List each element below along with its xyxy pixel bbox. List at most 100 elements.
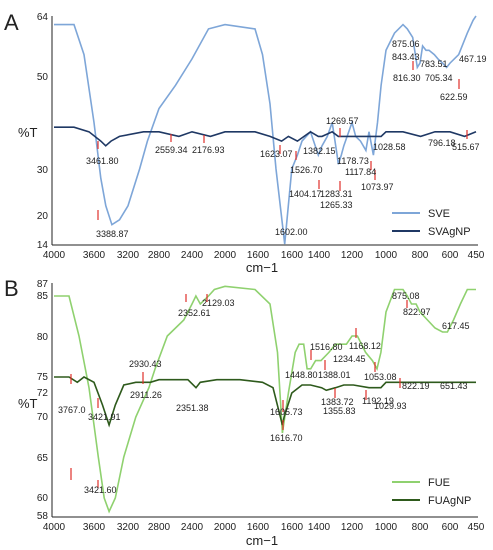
peak-label: 875.08 <box>392 291 420 301</box>
legend-label-svagnp: SVAgNP <box>428 226 471 238</box>
peak-label: 1269.57 <box>326 116 359 126</box>
panel-b-y-tick: 87 <box>37 279 49 290</box>
peak-label: 843.43 <box>392 52 420 62</box>
peak-label: 1526.70 <box>290 165 323 175</box>
panel-b-x-tick: 1600 <box>281 522 304 533</box>
peak-label: 822.19 <box>402 381 430 391</box>
panel-b-x-tick: 1200 <box>341 522 364 533</box>
panel-a-y-tick: 30 <box>37 165 49 176</box>
panel-b-label: B <box>4 276 19 301</box>
panel-b-y-tick: 80 <box>37 332 49 343</box>
panel-b-y-ticks: 87 85 80 75 72 70 65 60 58 <box>37 279 49 522</box>
peak-label: 1168.12 <box>349 341 381 351</box>
panel-a-x-tick: 800 <box>412 250 429 261</box>
peak-label: 1192.19 <box>362 396 394 406</box>
panel-b-legend: FUE FUAgNP <box>392 477 471 507</box>
panel-b-y-tick: 75 <box>37 372 49 383</box>
peak-label: 2559.34 <box>155 145 188 155</box>
peak-label: 1388.01 <box>318 370 351 380</box>
panel-b-x-tick: 2400 <box>181 522 204 533</box>
series-line-fue <box>54 285 476 514</box>
panel-b-x-tick: 1000 <box>375 522 398 533</box>
panel-a-y-tick: 64 <box>37 12 49 23</box>
peak-label: 1283.31 <box>320 189 353 199</box>
panel-b: B 87 85 80 75 72 70 65 60 58 %T 4000 360… <box>4 276 485 548</box>
panel-a-peak-markers <box>97 61 468 220</box>
panel-b-x-tick: 450 <box>468 522 485 533</box>
panel-b-x-tick: 1400 <box>308 522 331 533</box>
panel-a-x-tick: 1600 <box>281 250 304 261</box>
peak-label: 1265.33 <box>320 200 353 210</box>
panel-a-x-tick: 3200 <box>117 250 140 261</box>
series-line-svagnp <box>54 126 477 147</box>
panel-b-x-label: cm−1 <box>246 533 278 548</box>
panel-a-x-label: cm−1 <box>246 260 278 275</box>
panel-b-annotations: 875.08 822.97 617.45 2352.61 2129.03 151… <box>58 291 470 495</box>
peak-label: 1623.07 <box>260 149 293 159</box>
peak-label: 2930.43 <box>129 359 162 369</box>
panel-a-x-tick: 1000 <box>375 250 398 261</box>
panel-a-x-tick: 2000 <box>214 250 237 261</box>
panel-a-legend: SVE SVAgNP <box>392 208 471 238</box>
peak-label: 1053.08 <box>364 372 397 382</box>
panel-a-x-tick: 1200 <box>341 250 364 261</box>
panel-a: A 64 50 30 20 14 %T 4000 3600 3200 2800 … <box>4 10 487 275</box>
panel-a-y-tick: 20 <box>37 211 49 222</box>
panel-b-x-tick: 2000 <box>214 522 237 533</box>
peak-label: 617.45 <box>442 321 470 331</box>
peak-label: 2351.38 <box>176 403 209 413</box>
peak-label: 1117.84 <box>345 167 376 177</box>
panel-b-x-tick: 2800 <box>148 522 171 533</box>
peak-label: 1234.45 <box>333 354 366 364</box>
panel-a-x-tick: 1400 <box>308 250 331 261</box>
series-line-sve <box>54 15 477 245</box>
panel-a-y-tick: 14 <box>37 240 49 251</box>
peak-label: 3421.60 <box>84 485 117 495</box>
panel-a-annotations: 875.06 843.43 783.51 816.30 705.34 622.5… <box>86 39 487 239</box>
panel-b-y-tick: 85 <box>37 291 49 302</box>
panel-b-y-tick: 65 <box>37 453 49 464</box>
peak-label: 705.34 <box>425 73 453 83</box>
panel-b-y-tick: 58 <box>37 511 49 522</box>
peak-label: 2129.03 <box>202 298 235 308</box>
peak-label: 1383.72 <box>321 397 354 407</box>
panel-a-label: A <box>4 10 19 35</box>
panel-b-x-tick: 1600 <box>247 522 270 533</box>
panel-b-x-tick: 600 <box>442 522 459 533</box>
peak-label: 1073.97 <box>361 182 394 192</box>
panel-a-x-tick: 3600 <box>83 250 106 261</box>
panel-b-y-tick: 70 <box>37 412 49 423</box>
panel-a-x-tick: 600 <box>442 250 459 261</box>
peak-label: 1029.93 <box>374 401 407 411</box>
legend-label-sve: SVE <box>428 208 450 220</box>
panel-a-x-ticks: 4000 3600 3200 2800 2400 2000 1600 1600 … <box>43 250 485 261</box>
peak-label: 515.67 <box>452 142 480 152</box>
panel-b-y-tick: 60 <box>37 493 49 504</box>
panel-a-x-tick: 2400 <box>181 250 204 261</box>
peak-label: 2911.26 <box>130 390 162 400</box>
panel-b-peak-markers <box>70 294 408 488</box>
peak-label: 822.97 <box>403 307 431 317</box>
peak-label: 3388.87 <box>96 229 129 239</box>
peak-label: 1355.83 <box>323 406 356 416</box>
legend-label-fuagnp: FUAgNP <box>428 495 471 507</box>
peak-label: 1382.15 <box>303 146 336 156</box>
peak-label: 651.43 <box>440 381 468 391</box>
panel-a-x-tick: 1600 <box>247 250 270 261</box>
peak-label: 3421.91 <box>88 412 121 422</box>
peak-label: 2352.61 <box>178 308 211 318</box>
peak-label: 1605.73 <box>270 407 303 417</box>
legend-label-fue: FUE <box>428 477 450 489</box>
peak-label: 1028.58 <box>373 142 406 152</box>
panel-b-x-tick: 4000 <box>43 522 66 533</box>
peak-label: 1404.17 <box>289 189 322 199</box>
panel-b-x-tick: 3200 <box>117 522 140 533</box>
peak-label: 2176.93 <box>192 145 225 155</box>
peak-label: 1616.70 <box>270 433 303 443</box>
peak-label: 875.06 <box>392 39 420 49</box>
peak-label: 622.59 <box>440 92 468 102</box>
peak-label: 1178.73 <box>337 156 369 166</box>
peak-label: 1516.80 <box>310 342 343 352</box>
